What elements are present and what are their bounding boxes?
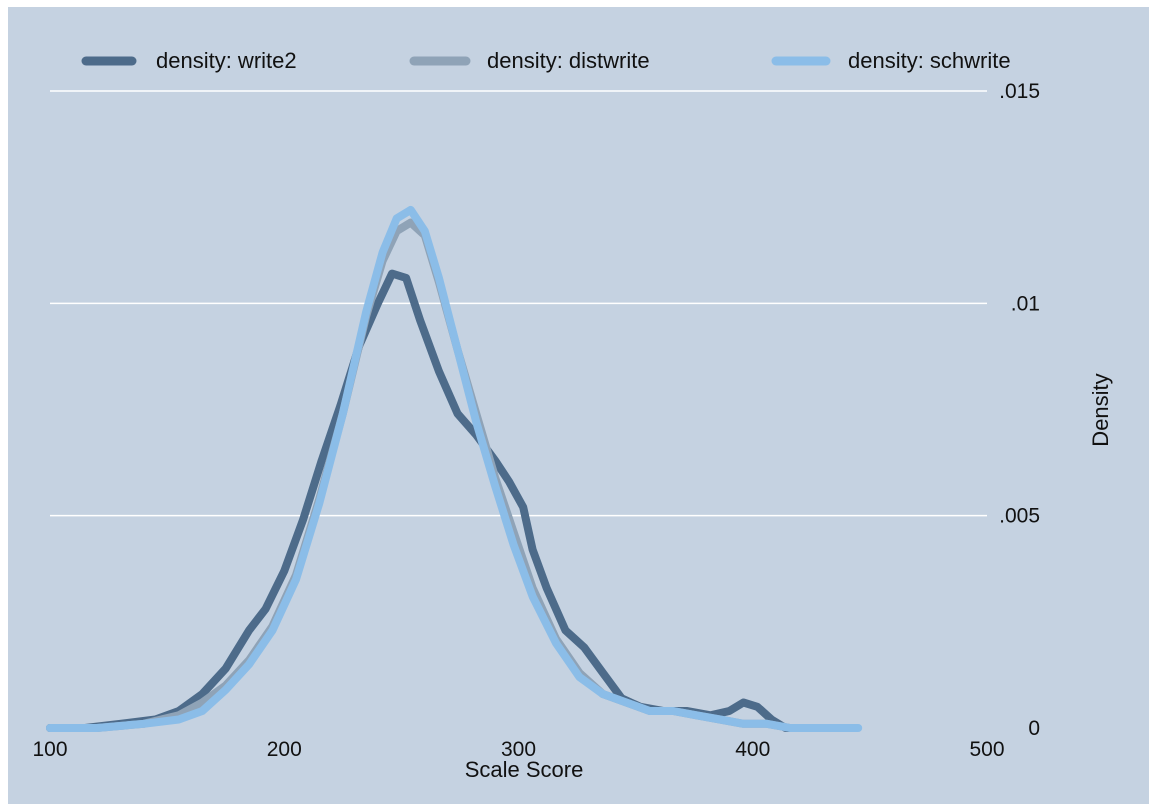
legend-label: density: write2 [156, 48, 297, 73]
y-tick-label: .015 [999, 80, 1040, 103]
y-tick-label: 0 [1028, 717, 1040, 740]
x-tick-label: 200 [267, 738, 302, 761]
y-axis-ticks: 0 .005 .01 .015 [999, 80, 1040, 740]
x-axis-title: Scale Score [465, 757, 584, 782]
legend-label: density: distwrite [487, 48, 650, 73]
x-tick-label: 500 [969, 738, 1004, 761]
x-axis-ticks: 100 200 300 400 500 [32, 738, 1004, 761]
legend-label: density: schwrite [848, 48, 1011, 73]
y-tick-label: .01 [1011, 292, 1040, 315]
gridlines [50, 90, 987, 517]
series-lines [46, 205, 863, 732]
legend: density: write2 density: distwrite density… [81, 48, 1011, 73]
x-tick-label: 100 [32, 738, 67, 761]
y-axis-title: Density [1088, 373, 1113, 446]
x-tick-label: 300 [501, 738, 536, 761]
y-tick-label: .005 [999, 505, 1040, 528]
series-line-schwrite [46, 205, 863, 732]
x-tick-label: 400 [735, 738, 770, 761]
chart-background [8, 7, 1149, 804]
